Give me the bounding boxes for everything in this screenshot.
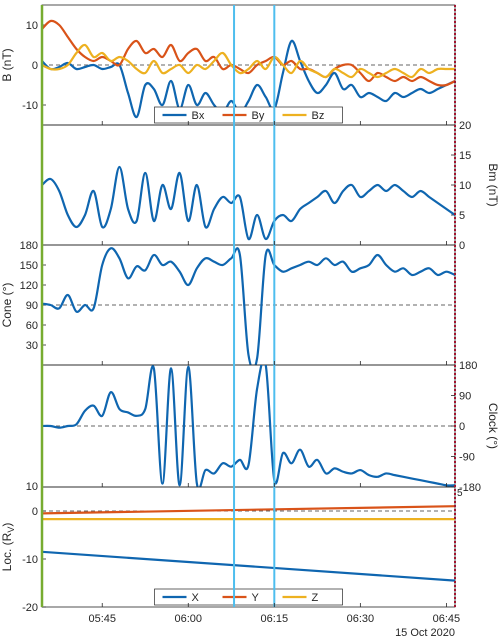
series-bm	[42, 165, 455, 241]
panel-cone: 30 60 90 120 150 180 Cone (°)	[0, 240, 456, 366]
y-tick-label: 15	[459, 150, 471, 162]
legend-label-y: Y	[252, 592, 260, 604]
panel-loc: -20 -10 0 5 Loc. (RV) X Y Z	[0, 486, 463, 614]
series-bz	[42, 43, 455, 79]
legend-loc: X Y Z	[154, 588, 343, 606]
y-tick-label: 90	[459, 391, 471, 403]
y-tick-label: 30	[26, 340, 38, 352]
date-label: 15 Oct 2020	[395, 627, 455, 639]
time-axis: 05:45 06:00 06:15 06:30 06:45	[88, 121, 460, 625]
x-tick-label: 06:45	[433, 613, 461, 625]
y-tick-label: -180	[459, 482, 481, 494]
x-tick-label: 06:15	[261, 613, 289, 625]
y-tick-label: -90	[459, 452, 475, 464]
y-tick-label: -10	[22, 100, 38, 112]
y-axis-label: Clock (°)	[486, 403, 500, 449]
panel-b: -10 0 10 B (nT) Bx By Bz	[0, 4, 456, 126]
y-tick-label: 0	[32, 60, 38, 72]
panels: -10 0 10 B (nT) Bx By Bz 0 5 10 15 20 Bm (nT) 30 60 90 1…	[0, 4, 500, 614]
legend-label-bz: Bz	[312, 110, 325, 122]
y-tick-label: 0	[32, 506, 38, 518]
legend-label-bx: Bx	[192, 110, 205, 122]
y-tick-label: 90	[26, 300, 38, 312]
x-tick-label: 06:00	[175, 613, 203, 625]
y-tick-label: 180	[459, 360, 477, 372]
panel-bm: 0 5 10 15 20 Bm (nT)	[41, 120, 500, 252]
y-axis-label: Cone (°)	[0, 283, 14, 328]
series-y	[42, 505, 455, 515]
series-bx	[42, 39, 455, 119]
series-lines	[42, 247, 455, 365]
series-lines	[42, 365, 455, 487]
y-axis-label-subscript: V	[6, 527, 16, 533]
panel-clock: -180 -90 0 90 180 10 Clock (°)	[26, 360, 500, 494]
series-cone	[42, 247, 455, 365]
event-markers	[233, 5, 276, 607]
legend-label-x: X	[192, 592, 200, 604]
y-tick-label: -20	[22, 602, 38, 614]
y-tick-label: 180	[20, 240, 38, 252]
series-x	[42, 550, 455, 582]
legend-b: Bx By Bz	[154, 106, 343, 124]
series-lines	[42, 505, 455, 582]
y-axis-label: Loc. (RV)	[0, 523, 16, 572]
y-tick-label-left: 10	[26, 481, 38, 493]
legend-box	[154, 588, 343, 606]
x-tick-label: 06:30	[347, 613, 375, 625]
x-tick-label: 05:45	[88, 613, 116, 625]
legend-label-z: Z	[312, 592, 319, 604]
series-lines	[42, 19, 455, 119]
series-clock	[42, 365, 455, 487]
y-axis-label: Bm (nT)	[486, 163, 500, 206]
legend-label-by: By	[252, 110, 265, 122]
y-axis-label-close: )	[0, 523, 14, 527]
series-lines	[42, 165, 455, 241]
legend-box	[154, 106, 343, 124]
y-tick-label: 5	[459, 210, 465, 222]
y-tick-label: 0	[459, 240, 465, 252]
y-tick-label: 10	[26, 20, 38, 32]
y-tick-label: 60	[26, 320, 38, 332]
y-tick-label: 120	[20, 280, 38, 292]
y-tick-label-right: 5	[457, 488, 463, 499]
y-tick-label: 10	[459, 180, 471, 192]
y-tick-label: 0	[459, 421, 465, 433]
y-tick-label: -10	[22, 554, 38, 566]
y-tick-label: 150	[20, 260, 38, 272]
y-tick-label: 20	[459, 120, 471, 132]
y-axis-label: B (nT)	[0, 48, 14, 81]
